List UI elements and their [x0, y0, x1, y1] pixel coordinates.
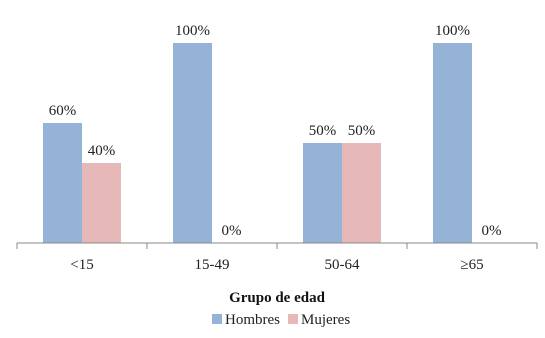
- data-label-hombres-1: 100%: [175, 23, 210, 39]
- data-label-mujeres-3: 0%: [482, 223, 502, 239]
- data-label-mujeres-0: 40%: [88, 143, 116, 159]
- bar-hombres-3: [433, 43, 472, 243]
- x-tick-label: <15: [70, 257, 93, 273]
- bar-hombres-1: [173, 43, 212, 243]
- data-label-hombres-2: 50%: [309, 123, 337, 139]
- legend-label-hombres: Hombres: [225, 312, 280, 328]
- bar-mujeres-0: [82, 163, 121, 243]
- bars-group: [43, 43, 472, 243]
- x-tick-label: ≥65: [460, 257, 483, 273]
- legend-swatch-hombres: [212, 314, 222, 324]
- bar-hombres-0: [43, 123, 82, 243]
- data-label-hombres-3: 100%: [435, 23, 470, 39]
- data-label-mujeres-1: 0%: [222, 223, 242, 239]
- legend: Hombres Mujeres: [212, 312, 350, 328]
- data-label-mujeres-2: 50%: [348, 123, 376, 139]
- x-axis-tick-labels: <15 15-49 50-64 ≥65: [70, 257, 483, 273]
- data-label-hombres-0: 60%: [49, 103, 77, 119]
- x-tick-label: 50-64: [325, 257, 360, 273]
- legend-swatch-mujeres: [288, 314, 298, 324]
- legend-label-mujeres: Mujeres: [301, 312, 350, 328]
- bar-mujeres-2: [342, 143, 381, 243]
- bar-hombres-2: [303, 143, 342, 243]
- x-tick-label: 15-49: [195, 257, 230, 273]
- x-axis-ticks: [16, 243, 538, 249]
- data-labels-group: 60% 40% 100% 0% 50% 50% 100% 0%: [49, 23, 502, 239]
- x-axis-title: Grupo de edad: [229, 290, 326, 306]
